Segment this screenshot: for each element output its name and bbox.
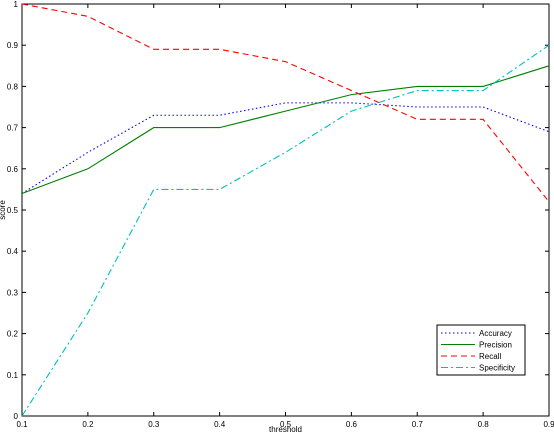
legend-box	[436, 324, 526, 376]
x-tick-label: 0.6	[346, 420, 358, 429]
legend-label-precision: Precision	[479, 341, 512, 350]
x-tick-label: 0.8	[478, 420, 490, 429]
x-tick-label: 0.7	[412, 420, 424, 429]
y-tick-label: 0.2	[7, 330, 19, 339]
series-line-specificity	[21, 44, 550, 417]
legend-label-accuracy: Accuracy	[479, 329, 512, 338]
legend-label-recall: Recall	[479, 352, 501, 361]
x-tick-label: 0.3	[148, 420, 160, 429]
y-tick-label: 0.9	[7, 41, 19, 50]
y-tick-label: 0.1	[7, 371, 19, 380]
legend: Accuracy Precision Recall Specificity	[436, 324, 526, 376]
x-tick-label: 0.9	[543, 420, 554, 429]
x-axis-label: threshold	[269, 425, 302, 434]
series-layer	[21, 3, 550, 417]
x-tick-label: 0.4	[214, 420, 226, 429]
y-tick-label: 0.5	[7, 206, 19, 215]
y-tick-label: 0.8	[7, 82, 19, 91]
series-line-precision	[21, 65, 550, 195]
y-tick-label: 0.4	[7, 247, 19, 256]
y-axis-label: score	[0, 200, 7, 220]
x-tick-label: 0.1	[16, 420, 28, 429]
legend-label-specificity: Specificity	[479, 364, 515, 373]
x-tick-label: 0.2	[82, 420, 94, 429]
y-tick-label: 0.3	[7, 288, 19, 297]
y-tick-label: 0.7	[7, 124, 19, 133]
y-tick-label: 1	[14, 0, 19, 9]
y-tick-label: 0.6	[7, 165, 19, 174]
y-tick-label: 0	[14, 412, 19, 421]
series-line-recall	[21, 3, 550, 203]
x-tick-label: 0.5	[280, 420, 292, 429]
